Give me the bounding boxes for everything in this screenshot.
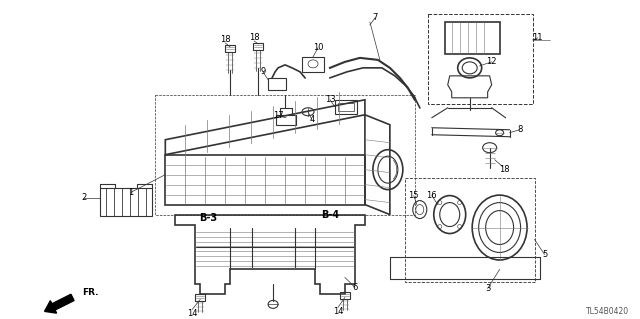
Bar	[100, 188, 152, 216]
Text: 4: 4	[309, 115, 315, 124]
Bar	[428, 14, 532, 104]
Text: 2: 2	[82, 193, 87, 202]
Text: B-4: B-4	[321, 210, 339, 219]
Bar	[445, 22, 500, 54]
Text: 12: 12	[486, 57, 497, 66]
Bar	[340, 293, 350, 300]
Text: 8: 8	[517, 125, 522, 134]
Bar	[268, 78, 286, 90]
Text: 1: 1	[128, 188, 133, 197]
Text: 9: 9	[260, 67, 266, 76]
Bar	[405, 178, 534, 282]
FancyArrow shape	[45, 294, 74, 313]
Text: 10: 10	[313, 43, 323, 52]
Text: 13: 13	[324, 95, 335, 104]
Text: TL54B0420: TL54B0420	[586, 307, 629, 316]
Bar	[276, 115, 296, 125]
Bar	[253, 43, 263, 50]
Text: FR.: FR.	[83, 288, 99, 297]
Text: 5: 5	[542, 250, 547, 259]
Text: 11: 11	[532, 33, 543, 42]
Bar	[302, 57, 324, 72]
Text: 16: 16	[426, 191, 437, 200]
Text: 7: 7	[372, 13, 378, 22]
Text: 6: 6	[352, 283, 358, 292]
Text: 17: 17	[273, 111, 284, 120]
Bar	[225, 45, 235, 52]
Text: 3: 3	[485, 284, 490, 293]
Text: 18: 18	[499, 165, 510, 174]
Bar	[338, 103, 354, 111]
Text: 14: 14	[187, 309, 198, 318]
Text: 18: 18	[249, 33, 259, 42]
Text: 15: 15	[408, 191, 419, 200]
Bar	[195, 294, 205, 301]
Text: B-3: B-3	[199, 212, 218, 223]
Bar	[335, 100, 357, 114]
Text: 18: 18	[220, 35, 230, 44]
Text: 14: 14	[333, 307, 343, 316]
